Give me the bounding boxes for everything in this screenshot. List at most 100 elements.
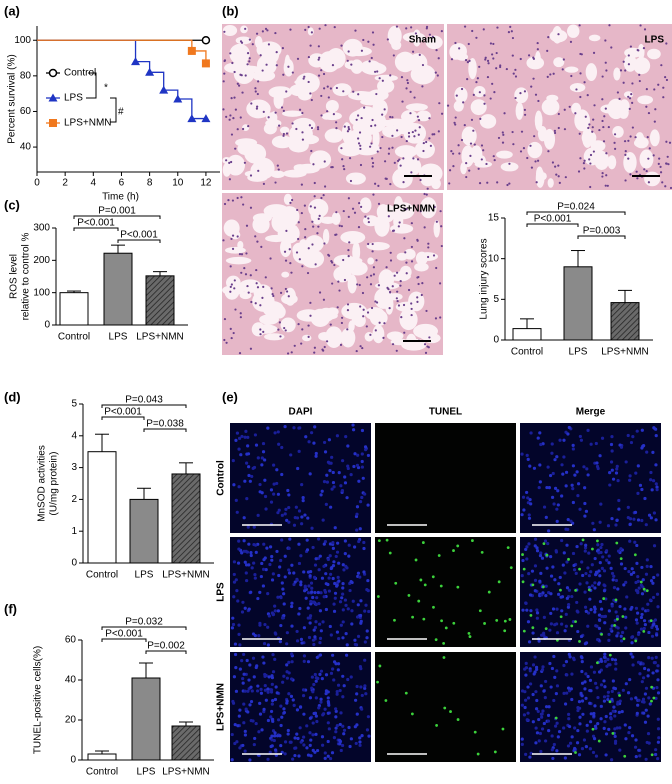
dapi-nucleus <box>523 705 527 710</box>
dapi-nucleus <box>529 502 533 506</box>
dapi-nucleus <box>306 753 311 757</box>
alveolus <box>633 57 651 75</box>
dapi-nucleus <box>233 741 237 746</box>
nucleus <box>583 159 586 162</box>
nucleus <box>386 38 389 41</box>
nucleus <box>301 265 304 268</box>
dapi-nucleus <box>572 563 576 568</box>
dapi-nucleus <box>351 599 355 603</box>
dapi-nucleus <box>278 640 282 644</box>
dapi-nucleus <box>264 507 268 511</box>
dapi-nucleus <box>237 714 241 718</box>
dapi-nucleus <box>614 662 618 666</box>
nucleus <box>665 140 668 143</box>
alveolus <box>364 332 374 342</box>
alveolus <box>340 230 366 244</box>
dapi-nucleus <box>609 712 613 716</box>
dapi-nucleus <box>527 516 532 520</box>
dapi-nucleus <box>533 670 537 674</box>
nucleus <box>426 187 429 190</box>
nucleus <box>410 222 413 225</box>
dapi-nucleus <box>555 669 559 673</box>
nucleus <box>437 57 440 60</box>
dapi-nucleus <box>258 482 262 487</box>
nucleus <box>389 115 392 119</box>
dapi-nucleus <box>332 609 337 613</box>
dapi-nucleus <box>616 700 620 704</box>
dapi-nucleus <box>356 571 361 575</box>
dapi-nucleus <box>295 732 299 736</box>
nucleus <box>383 108 386 111</box>
dapi-nucleus <box>327 576 331 580</box>
nucleus <box>431 133 434 136</box>
nucleus <box>261 69 264 72</box>
alveolus <box>302 334 312 342</box>
dapi-nucleus <box>354 741 358 746</box>
nucleus <box>446 104 450 107</box>
dapi-nucleus <box>269 744 273 749</box>
nucleus <box>514 68 517 71</box>
nucleus <box>277 168 280 171</box>
nucleus <box>409 112 412 115</box>
nucleus <box>388 147 391 150</box>
dapi-nucleus <box>249 550 253 555</box>
dapi-nucleus <box>334 715 338 719</box>
dapi-nucleus <box>588 701 592 705</box>
dapi-nucleus <box>542 615 546 619</box>
alveolus <box>281 293 298 305</box>
dapi-nucleus <box>310 586 314 590</box>
dapi-nucleus <box>599 502 603 506</box>
nucleus <box>429 144 432 147</box>
nucleus <box>508 162 511 165</box>
tunel-signal <box>377 539 381 543</box>
tunel-signal <box>385 538 389 542</box>
nucleus <box>371 31 375 34</box>
dapi-nucleus <box>602 655 607 659</box>
alveolus <box>607 155 617 170</box>
dapi-nucleus <box>629 697 634 701</box>
dapi-nucleus <box>520 742 524 746</box>
alveolus <box>364 111 387 133</box>
dapi-nucleus <box>580 656 584 660</box>
alveolus <box>246 99 271 119</box>
comparison-bracket <box>101 638 147 642</box>
dapi-nucleus <box>363 658 367 662</box>
dapi-nucleus <box>655 669 659 673</box>
dapi-nucleus <box>634 754 638 759</box>
dapi-nucleus <box>293 746 297 750</box>
dapi-nucleus <box>578 434 582 439</box>
significance-bracket <box>110 97 117 123</box>
nucleus <box>257 169 260 172</box>
nucleus <box>288 248 291 251</box>
alveolus <box>582 127 593 148</box>
nucleus <box>421 282 424 285</box>
dapi-nucleus <box>355 505 360 509</box>
alveolus <box>380 204 395 214</box>
dapi-nucleus <box>247 465 251 469</box>
dapi-nucleus <box>594 624 598 628</box>
alveolus <box>637 95 654 105</box>
dapi-nucleus <box>571 464 575 468</box>
dapi-nucleus <box>263 688 267 692</box>
dapi-nucleus <box>646 674 650 678</box>
tunel-signal <box>456 585 460 589</box>
dapi-nucleus <box>639 662 643 666</box>
nucleus <box>242 203 245 206</box>
nucleus <box>613 141 616 144</box>
dapi-nucleus <box>322 542 326 546</box>
nucleus <box>289 201 292 204</box>
nucleus <box>377 184 380 187</box>
nucleus <box>309 44 312 47</box>
tunel-signal <box>407 594 411 597</box>
dapi-nucleus <box>298 726 302 730</box>
dapi-nucleus <box>312 628 316 632</box>
alveolus <box>264 333 285 341</box>
dapi-nucleus <box>311 733 315 737</box>
nucleus <box>367 40 370 43</box>
nucleus <box>370 56 373 60</box>
nucleus <box>256 286 260 289</box>
dapi-nucleus <box>553 458 557 462</box>
dapi-nucleus <box>251 656 256 660</box>
dapi-nucleus <box>321 743 325 747</box>
dapi-nucleus <box>275 481 279 486</box>
